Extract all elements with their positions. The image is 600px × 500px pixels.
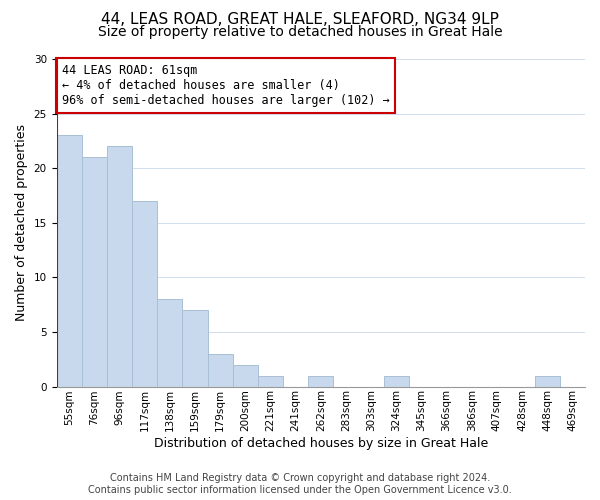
Bar — [233, 364, 258, 386]
Y-axis label: Number of detached properties: Number of detached properties — [15, 124, 28, 322]
Bar — [535, 376, 560, 386]
Bar — [82, 158, 107, 386]
Bar — [208, 354, 233, 386]
Bar — [56, 136, 82, 386]
Bar — [157, 299, 182, 386]
Bar — [182, 310, 208, 386]
Bar — [107, 146, 132, 386]
Bar — [258, 376, 283, 386]
Text: Size of property relative to detached houses in Great Hale: Size of property relative to detached ho… — [98, 25, 502, 39]
Text: 44, LEAS ROAD, GREAT HALE, SLEAFORD, NG34 9LP: 44, LEAS ROAD, GREAT HALE, SLEAFORD, NG3… — [101, 12, 499, 28]
X-axis label: Distribution of detached houses by size in Great Hale: Distribution of detached houses by size … — [154, 437, 488, 450]
Bar — [132, 201, 157, 386]
Bar — [308, 376, 334, 386]
Text: 44 LEAS ROAD: 61sqm
← 4% of detached houses are smaller (4)
96% of semi-detached: 44 LEAS ROAD: 61sqm ← 4% of detached hou… — [62, 64, 389, 107]
Bar — [383, 376, 409, 386]
Text: Contains HM Land Registry data © Crown copyright and database right 2024.
Contai: Contains HM Land Registry data © Crown c… — [88, 474, 512, 495]
